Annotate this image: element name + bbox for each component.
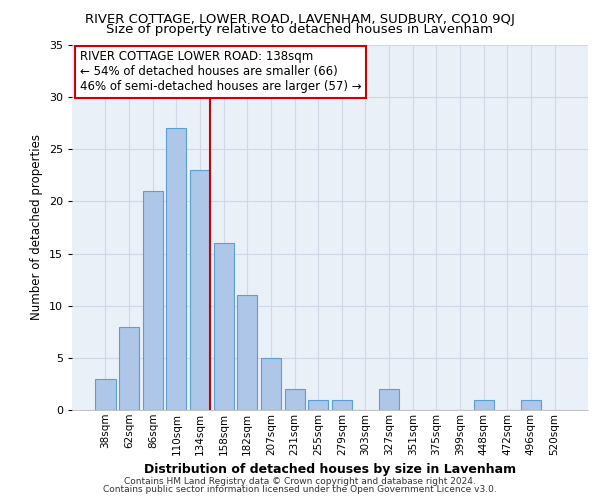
Bar	[95, 378, 116, 410]
X-axis label: Distribution of detached houses by size in Lavenham: Distribution of detached houses by size …	[144, 463, 516, 476]
Bar	[473, 400, 494, 410]
Y-axis label: Number of detached properties: Number of detached properties	[30, 134, 43, 320]
Bar	[214, 243, 234, 410]
Text: RIVER COTTAGE LOWER ROAD: 138sqm
← 54% of detached houses are smaller (66)
46% o: RIVER COTTAGE LOWER ROAD: 138sqm ← 54% o…	[80, 50, 361, 94]
Text: Contains HM Land Registry data © Crown copyright and database right 2024.: Contains HM Land Registry data © Crown c…	[124, 477, 476, 486]
Bar	[190, 170, 210, 410]
Bar	[521, 400, 541, 410]
Text: Size of property relative to detached houses in Lavenham: Size of property relative to detached ho…	[107, 22, 493, 36]
Bar	[119, 326, 139, 410]
Bar	[261, 358, 281, 410]
Bar	[284, 389, 305, 410]
Bar	[143, 191, 163, 410]
Text: RIVER COTTAGE, LOWER ROAD, LAVENHAM, SUDBURY, CO10 9QJ: RIVER COTTAGE, LOWER ROAD, LAVENHAM, SUD…	[85, 12, 515, 26]
Bar	[166, 128, 187, 410]
Text: Contains public sector information licensed under the Open Government Licence v3: Contains public sector information licen…	[103, 485, 497, 494]
Bar	[332, 400, 352, 410]
Bar	[237, 296, 257, 410]
Bar	[308, 400, 328, 410]
Bar	[379, 389, 399, 410]
